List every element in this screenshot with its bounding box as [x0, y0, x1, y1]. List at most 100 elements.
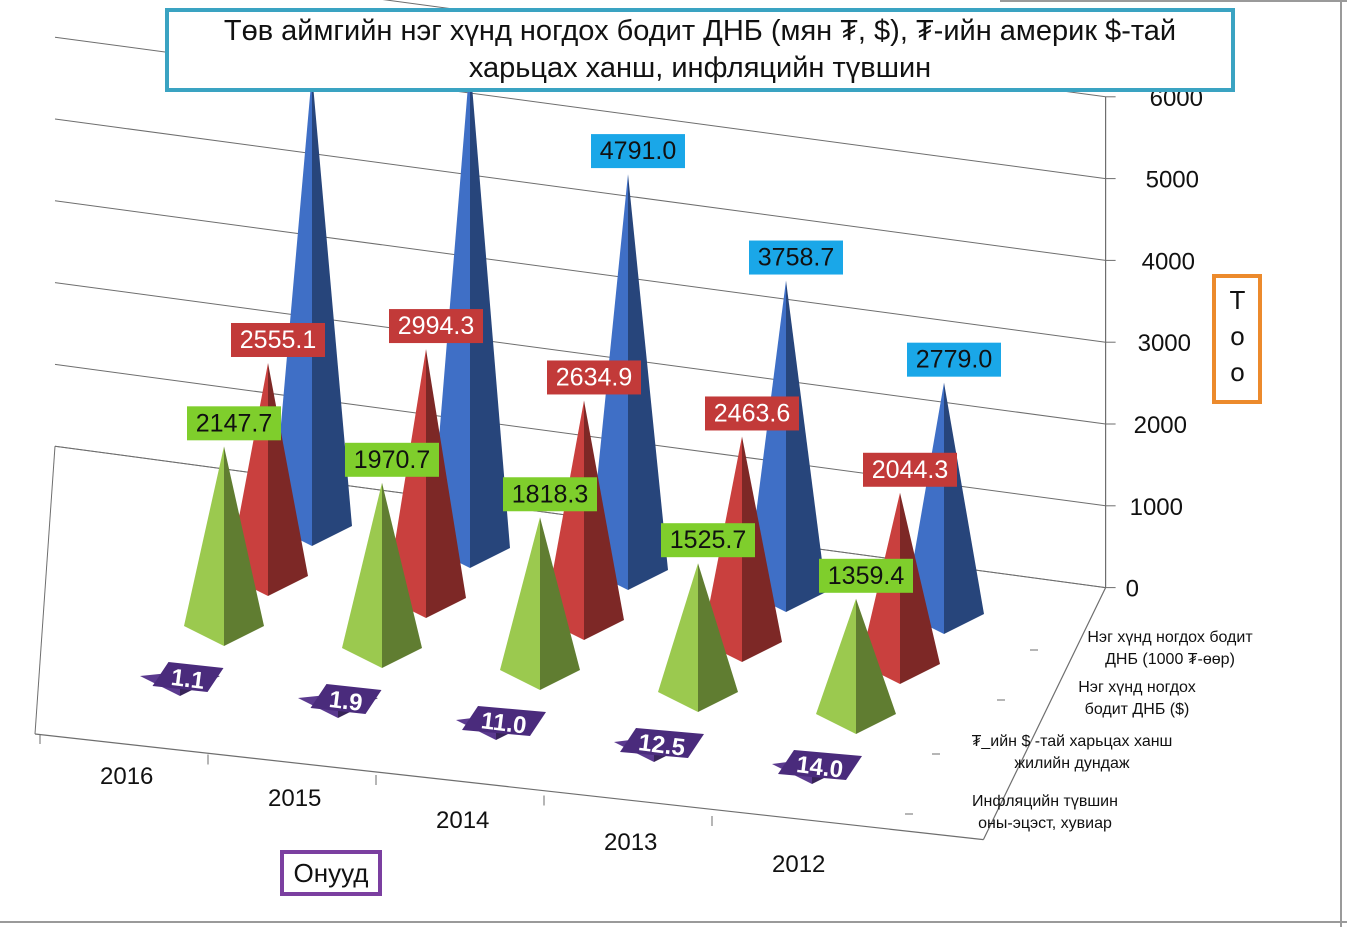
data-label-text-1-2: 2634.9 [556, 363, 632, 391]
depth-label-1-line2: бодит ДНБ ($) [1085, 701, 1190, 718]
pyramid-face-right-0-2 [628, 174, 668, 591]
floor-left-edge [34, 446, 56, 735]
data-label-2-2: 1818.3 [503, 477, 597, 512]
depth-label-0-line2: ДНБ (1000 ₮-өөр) [1105, 651, 1235, 668]
y-tick-label-4: 4000 [1142, 248, 1195, 275]
depth-label-1: Нэг хүнд ногдох бодит ДНБ ($) [1078, 679, 1196, 718]
data-label-bg-2-0 [187, 406, 281, 441]
x-tick-label-3: 2013 [604, 829, 657, 856]
data-label-text-3-1: 1.9 [328, 686, 364, 717]
pyramid-face-right-0-4 [944, 382, 984, 634]
pyramid-2-2 [500, 517, 580, 690]
data-label-text-1-3: 2463.6 [714, 399, 790, 427]
data-label-text-1-1: 2994.3 [398, 312, 474, 340]
data-label-bg-2-3 [661, 523, 755, 558]
pyramid-face-right-1-2 [584, 400, 624, 640]
data-label-bg-2-1 [345, 442, 439, 477]
data-label-0-4: 2779.0 [907, 342, 1001, 377]
data-label-bg-0-4 [907, 342, 1001, 377]
data-label-text-1-4: 2044.3 [872, 456, 948, 484]
data-label-text-2-1: 1970.7 [354, 446, 430, 474]
data-label-1-2: 2634.9 [547, 360, 641, 395]
data-label-text-2-3: 1525.7 [670, 526, 746, 554]
data-label-text-2-4: 1359.4 [828, 562, 905, 590]
pyramid-0-0 [272, 73, 352, 546]
y-axis-title: Тоо [1212, 274, 1262, 404]
x-tick-label-2: 2014 [436, 807, 489, 834]
data-label-bg-3-4 [778, 750, 862, 780]
data-label-bg-2-4 [819, 558, 913, 593]
depth-label-3: Инфляцийн түвшин оны-эцэст, хувиар [972, 793, 1118, 832]
data-label-bg-0-3 [749, 240, 843, 275]
data-label-text-0-3: 3758.7 [758, 244, 834, 272]
pyramid-face-right-2-1 [382, 482, 422, 668]
data-label-text-0-4: 2779.0 [916, 346, 992, 374]
pyramid-face-left-2-2 [500, 517, 540, 690]
depth-label-3-line1: Инфляцийн түвшин [972, 793, 1118, 810]
x-axis-title: Онууд [280, 850, 382, 896]
frame-right-edge [1340, 0, 1342, 927]
data-label-bg-3-1 [310, 684, 382, 714]
data-label-2-3: 1525.7 [661, 523, 755, 558]
pyramid-2-1 [342, 482, 422, 668]
pyramid-face-right-1-3 [742, 436, 782, 662]
x-tick-label-4: 2012 [772, 851, 825, 878]
data-label-0-2: 4791.0 [591, 134, 685, 169]
data-label-1-0: 2555.1 [231, 322, 325, 357]
y-tick-label-2: 2000 [1134, 412, 1187, 439]
pyramid-face-right-0-0 [312, 73, 352, 546]
data-label-bg-3-0 [152, 662, 224, 692]
pyramid-2-3 [658, 563, 738, 712]
data-label-bg-1-4 [863, 452, 957, 487]
data-label-2-1: 1970.7 [345, 442, 439, 477]
gridline-back-4 [54, 118, 1106, 261]
data-label-bg-1-1 [389, 309, 483, 344]
data-label-text-2-0: 2147.7 [196, 409, 272, 437]
pyramid-face-left-2-4 [816, 598, 856, 734]
depth-label-3-line2: оны-эцэст, хувиар [978, 815, 1112, 832]
data-label-bg-1-3 [705, 396, 799, 431]
frame-bottom-edge [0, 921, 1347, 923]
data-label-2-4: 1359.4 [819, 558, 913, 593]
y-tick-label-3: 3000 [1138, 330, 1191, 357]
data-label-bg-0-2 [591, 134, 685, 169]
pyramid-face-right-1-1 [426, 349, 466, 618]
x-tick-label-0: 2016 [100, 763, 153, 790]
data-label-3-0: 1.1 [152, 662, 224, 695]
pyramid-face-left-2-1 [342, 482, 382, 668]
data-label-text-0-2: 4791.0 [600, 137, 676, 165]
frame-top-edge [1000, 0, 1347, 2]
data-label-bg-1-0 [231, 322, 325, 357]
y-axis-title-text: Тоо [1222, 285, 1253, 393]
depth-axis-labels: Нэг хүнд ногдох бодит ДНБ (1000 ₮-өөр)Нэг… [905, 629, 1253, 832]
data-label-1-4: 2044.3 [863, 452, 957, 487]
depth-label-2-line1: ₮_ийн $ -тай харьцах ханш [972, 733, 1173, 750]
chart-title: Төв аймгийн нэг хүнд ногдох бодит ДНБ (м… [165, 8, 1235, 92]
x-tick-label-1: 2015 [268, 785, 321, 812]
depth-label-0: Нэг хүнд ногдох бодит ДНБ (1000 ₮-өөр) [1087, 629, 1253, 668]
y-tick-label-0: 0 [1126, 576, 1139, 603]
pyramid-face-left-2-3 [658, 563, 698, 712]
data-label-text-3-3: 12.5 [637, 729, 687, 761]
pyramid-face-left-0-0 [272, 73, 312, 546]
depth-axis-line [982, 587, 1107, 840]
data-label-bg-3-2 [462, 706, 546, 736]
pyramid-face-right-2-4 [856, 598, 896, 734]
depth-label-2: ₮_ийн $ -тай харьцах ханш жилийн дундаж [972, 733, 1173, 772]
x-axis-line [34, 733, 984, 841]
pyramid-face-right-0-1 [470, 61, 510, 568]
depth-label-2-line2: жилийн дундаж [1014, 755, 1130, 772]
pyramid-face-right-2-3 [698, 563, 738, 712]
data-label-bg-3-3 [620, 728, 704, 758]
pyramid-face-right-2-0 [224, 446, 264, 646]
data-label-bg-1-2 [547, 360, 641, 395]
data-label-2-0: 2147.7 [187, 406, 281, 441]
data-label-3-1: 1.9 [310, 684, 382, 717]
data-label-1-1: 2994.3 [389, 309, 483, 344]
x-tick-labels: 2016 2015 2014 2013 2012 [39, 734, 825, 878]
depth-label-1-line1: Нэг хүнд ногдох [1078, 679, 1196, 696]
depth-label-0-line1: Нэг хүнд ногдох бодит [1087, 629, 1253, 646]
data-label-bg-2-2 [503, 477, 597, 512]
chart-title-text: Төв аймгийн нэг хүнд ногдох бодит ДНБ (м… [223, 15, 1177, 84]
